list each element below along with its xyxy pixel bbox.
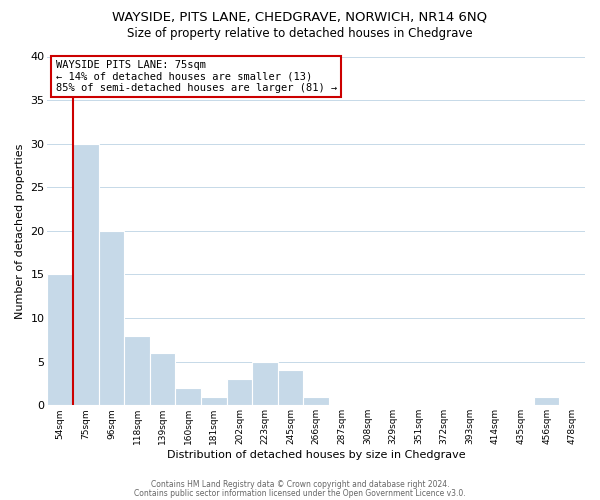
Bar [304, 396, 329, 406]
Text: Contains HM Land Registry data © Crown copyright and database right 2024.: Contains HM Land Registry data © Crown c… [151, 480, 449, 489]
Text: WAYSIDE PITS LANE: 75sqm
← 14% of detached houses are smaller (13)
85% of semi-d: WAYSIDE PITS LANE: 75sqm ← 14% of detach… [56, 60, 337, 93]
Bar [278, 370, 304, 406]
Bar [124, 336, 150, 406]
Bar [98, 231, 124, 406]
Text: Contains public sector information licensed under the Open Government Licence v3: Contains public sector information licen… [134, 489, 466, 498]
Text: Size of property relative to detached houses in Chedgrave: Size of property relative to detached ho… [127, 28, 473, 40]
Bar [150, 353, 175, 406]
X-axis label: Distribution of detached houses by size in Chedgrave: Distribution of detached houses by size … [167, 450, 466, 460]
Bar [175, 388, 201, 406]
Bar [534, 396, 559, 406]
Text: WAYSIDE, PITS LANE, CHEDGRAVE, NORWICH, NR14 6NQ: WAYSIDE, PITS LANE, CHEDGRAVE, NORWICH, … [112, 10, 488, 23]
Bar [201, 396, 227, 406]
Y-axis label: Number of detached properties: Number of detached properties [15, 143, 25, 318]
Bar [73, 144, 98, 406]
Bar [227, 379, 252, 406]
Bar [252, 362, 278, 406]
Bar [47, 274, 73, 406]
